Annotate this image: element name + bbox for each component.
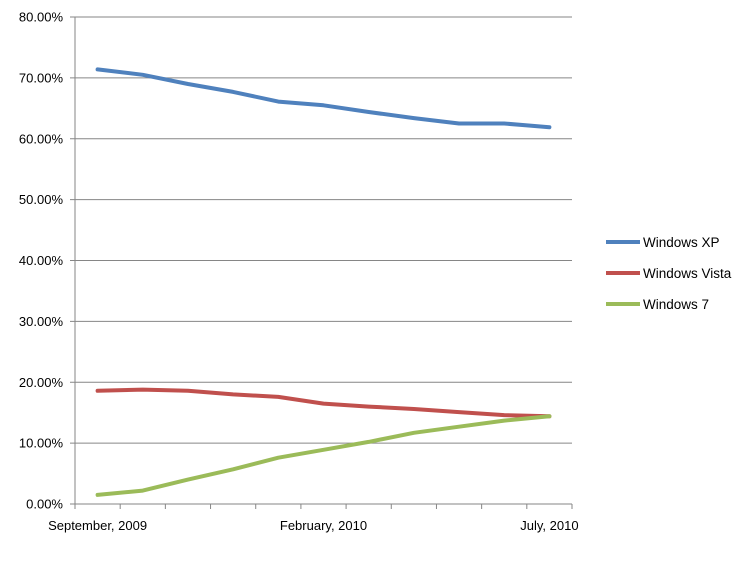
y-tick-label: 50.00% bbox=[19, 192, 64, 207]
y-tick-label: 70.00% bbox=[19, 70, 64, 85]
x-tick-label: July, 2010 bbox=[520, 518, 578, 533]
legend: Windows XP Windows Vista Windows 7 bbox=[606, 235, 732, 312]
gridlines bbox=[75, 16, 572, 444]
x-tick-label: February, 2010 bbox=[280, 518, 367, 533]
legend-label-windows-vista: Windows Vista bbox=[643, 266, 732, 281]
y-tick-label: 40.00% bbox=[19, 253, 64, 268]
series-line-windows-xp bbox=[95, 67, 552, 130]
y-tick-label: 20.00% bbox=[19, 375, 64, 390]
legend-label-windows-7: Windows 7 bbox=[643, 297, 709, 312]
tick-labels: 0.00% 10.00% 20.00% 30.00% 40.00% 50.00% 60.00… bbox=[19, 10, 579, 534]
y-tick-label: 30.00% bbox=[19, 314, 64, 329]
series-lines bbox=[95, 67, 552, 497]
y-tick-label: 80.00% bbox=[19, 10, 64, 25]
y-tick-label: 0.00% bbox=[26, 497, 63, 512]
series-line-windows-7 bbox=[95, 414, 552, 497]
series-line-windows-vista bbox=[95, 387, 552, 419]
y-tick-label: 60.00% bbox=[19, 131, 64, 146]
x-tick-label: September, 2009 bbox=[48, 518, 147, 533]
axes bbox=[70, 16, 573, 509]
legend-label-windows-xp: Windows XP bbox=[643, 235, 720, 250]
y-tick-label: 10.00% bbox=[19, 436, 64, 451]
